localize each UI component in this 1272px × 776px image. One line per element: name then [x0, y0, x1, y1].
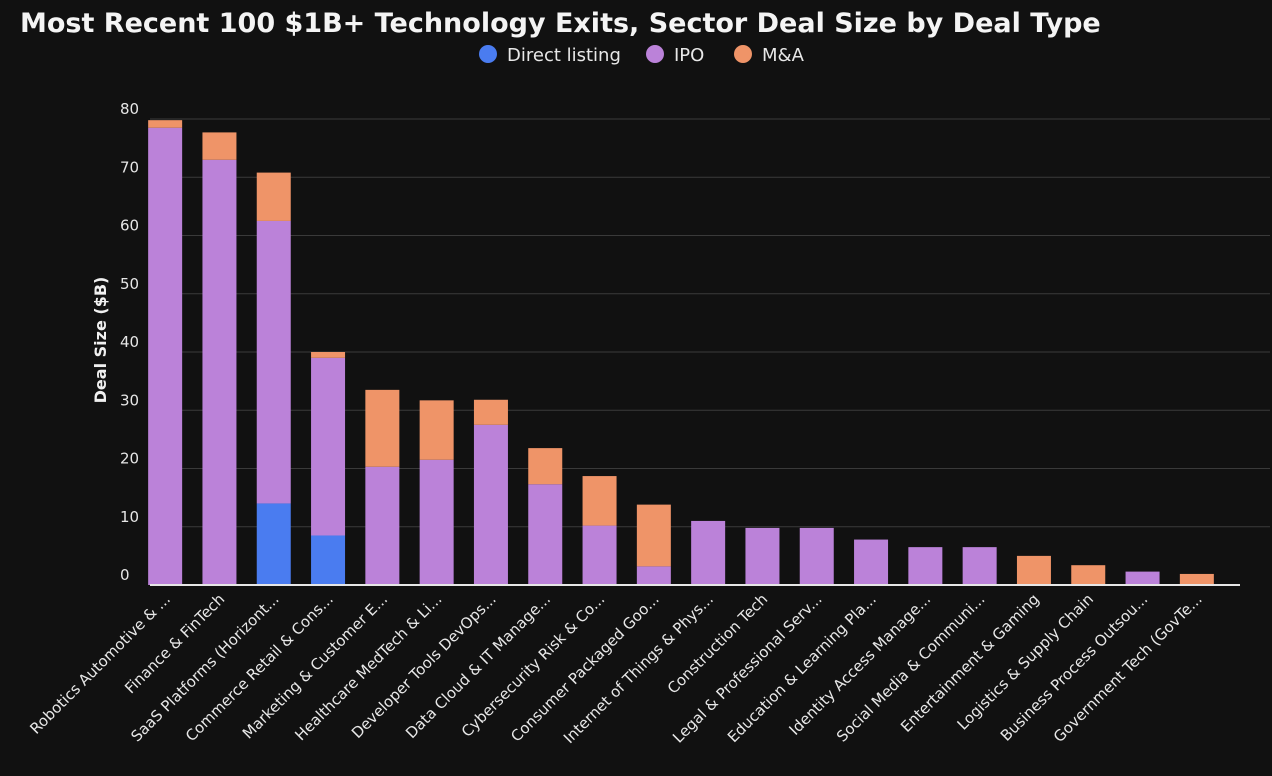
- y-axis-label: Deal Size ($B): [91, 277, 110, 404]
- bar-saas-platforms-horizont-m-a: [256, 172, 291, 221]
- bar-cybersecurity-risk-co-m-a: [582, 476, 617, 526]
- x-tick-finance-fintech: Finance & FinTech: [121, 590, 228, 697]
- y-tick-50: 50: [120, 275, 139, 293]
- bar-robotics-automotive-m-a: [148, 120, 183, 128]
- y-tick-10: 10: [120, 508, 139, 526]
- bar-finance-fintech-m-a: [202, 132, 237, 160]
- bar-healthcare-medtech-li-ipo: [419, 459, 454, 585]
- bar-consumer-packaged-goo-m-a: [636, 504, 671, 567]
- bar-entertainment-gaming-m-a: [1016, 555, 1051, 585]
- legend: Direct listing IPO M&A: [479, 45, 805, 66]
- bar-healthcare-medtech-li-m-a: [419, 400, 454, 460]
- bar-marketing-customer-e-m-a: [365, 389, 400, 467]
- bar-marketing-customer-e-ipo: [365, 466, 400, 585]
- legend-label-m-a: M&A: [762, 45, 805, 66]
- bar-construction-tech-ipo: [745, 527, 780, 585]
- y-tick-40: 40: [120, 333, 139, 351]
- y-tick-0: 0: [120, 566, 130, 584]
- chart-title: Most Recent 100 $1B+ Technology Exits, S…: [20, 8, 1101, 39]
- bar-saas-platforms-horizont-direct-listing: [256, 503, 291, 585]
- x-tick-construction-tech: Construction Tech: [664, 590, 771, 697]
- legend-label-direct-listing: Direct listing: [507, 45, 621, 66]
- y-tick-60: 60: [120, 217, 139, 235]
- bar-data-cloud-it-manage-ipo: [528, 484, 563, 585]
- bar-education-learning-pla-ipo: [854, 539, 889, 585]
- y-tick-80: 80: [120, 100, 139, 118]
- y-tick-labels: 0 10 20 30 40 50 60 70 80: [120, 100, 139, 584]
- bar-saas-platforms-horizont-ipo: [256, 220, 291, 504]
- bar-commerce-retail-cons-ipo: [311, 357, 346, 536]
- bar-identity-access-manage-ipo: [908, 547, 943, 585]
- legend-marker-m-a: [734, 45, 752, 63]
- x-tick-labels: Robotics Automotive & ...Finance & FinTe…: [26, 590, 1205, 747]
- bar-government-tech-govte-m-a: [1179, 573, 1214, 585]
- bar-data-cloud-it-manage-m-a: [528, 448, 563, 485]
- bar-commerce-retail-cons-direct-listing: [311, 535, 346, 585]
- bar-developer-tools-devops-ipo: [473, 424, 508, 585]
- y-tick-30: 30: [120, 391, 139, 409]
- legend-label-ipo: IPO: [674, 45, 704, 66]
- bar-internet-of-things-phys-ipo: [691, 520, 726, 585]
- bars: [148, 120, 1214, 586]
- bar-finance-fintech-ipo: [202, 159, 237, 585]
- bar-logistics-supply-chain-m-a: [1071, 565, 1106, 585]
- y-tick-20: 20: [120, 450, 139, 468]
- bar-robotics-automotive-ipo: [148, 127, 183, 586]
- bar-legal-professional-serv-ipo: [799, 527, 834, 585]
- bar-commerce-retail-cons-m-a: [311, 352, 346, 358]
- legend-marker-ipo: [646, 45, 664, 63]
- y-tick-70: 70: [120, 158, 139, 176]
- bar-social-media-communi-ipo: [962, 547, 997, 585]
- bar-cybersecurity-risk-co-ipo: [582, 525, 617, 585]
- bar-consumer-packaged-goo-ipo: [636, 566, 671, 585]
- bar-business-process-outsou-ipo: [1125, 571, 1160, 585]
- bar-developer-tools-devops-m-a: [473, 399, 508, 425]
- legend-marker-direct-listing: [479, 45, 497, 63]
